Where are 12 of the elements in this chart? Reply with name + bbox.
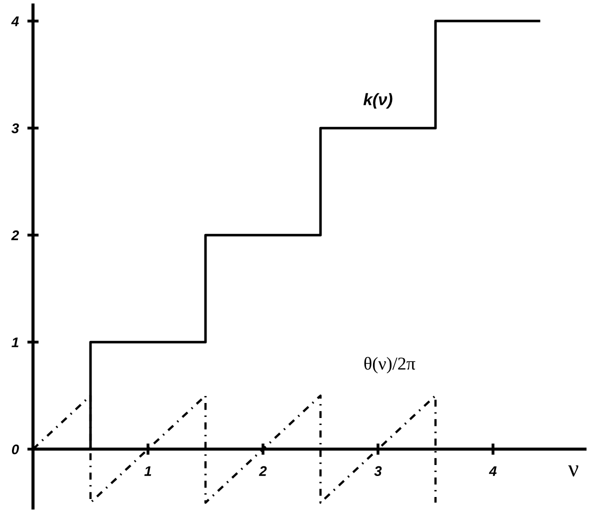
series-label: k(ν) [363,93,392,109]
y-tick-label: 2 [11,230,19,240]
x-tick-label: 3 [374,466,382,476]
y-tick-label: 4 [11,16,19,26]
x-tick-label: 2 [258,466,267,476]
x-tick-label: 1 [144,466,152,476]
x-axis-title: ν [568,465,578,476]
y-tick-label: 3 [11,123,19,134]
y-tick-label: 1 [12,338,18,348]
x-tick-label: 4 [488,466,497,476]
y-tick-label: 0 [12,444,19,454]
series-label: θ(ν)/2π [364,356,416,374]
